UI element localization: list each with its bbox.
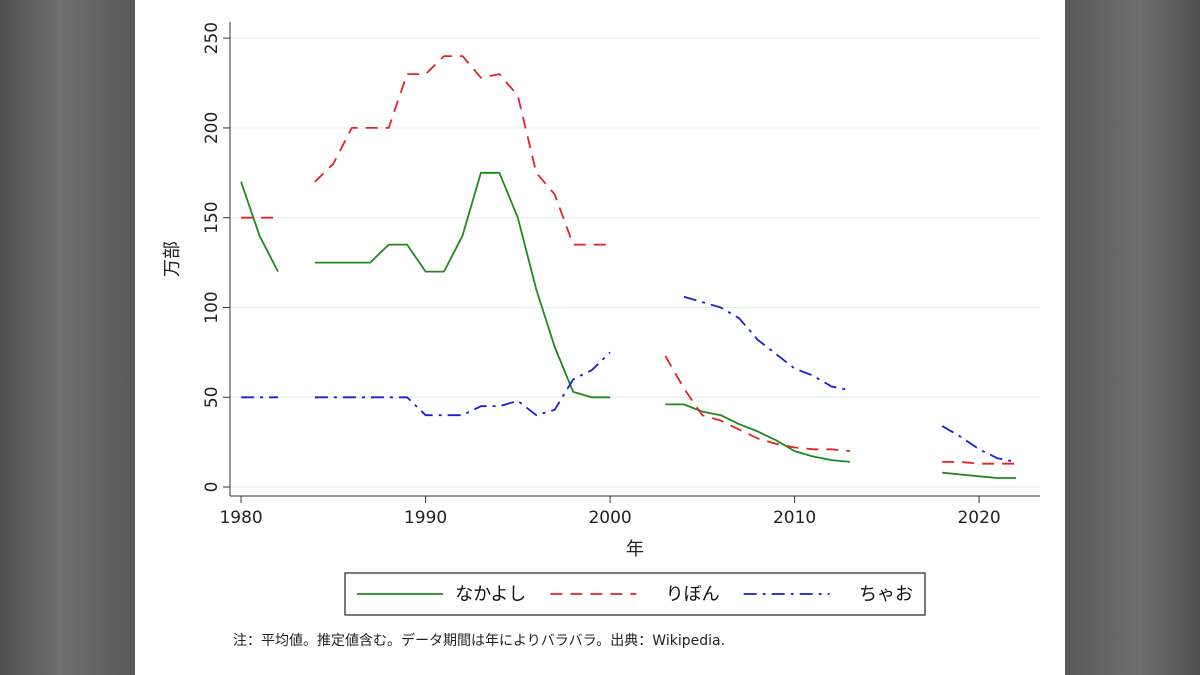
x-axis-title: 年 [626,539,644,560]
series-0-segment-3 [942,471,1016,479]
chart-card: 0 50 100 150 200 250 1980 1990 2000 2010 2020 年 万部… [135,0,1065,675]
legend: なかよし りぼん ちゃお [344,572,926,616]
series-2-segment-3 [941,425,1017,463]
y-tick-label-0: 0 [202,482,222,493]
series-2-segment-1 [314,351,611,417]
x-tick-label-2010: 2010 [773,508,816,528]
series-0-segment-0 [240,181,279,273]
x-tick-label-1980: 1980 [219,508,262,528]
y-tick-label-150: 150 [202,201,222,233]
x-tick-label-2020: 2020 [957,508,1000,528]
y-axis-title: 万部 [162,241,183,277]
legend-label-2: ちゃお [859,584,913,605]
x-tick-label-2000: 2000 [588,508,631,528]
series-1-segment-3 [942,460,1016,465]
gridlines [230,37,1040,488]
line-chart: 0 50 100 150 200 250 1980 1990 2000 2010 2020 年 万部… [162,22,1040,616]
legend-label-1: りぼん [666,584,720,605]
axes: 0 50 100 150 200 250 1980 1990 2000 2010 2020 [202,22,1040,528]
series-lines [240,55,1017,479]
y-tick-label-200: 200 [202,112,222,144]
y-tick-label-50: 50 [202,386,222,408]
legend-label-0: なかよし [455,584,526,605]
series-1-segment-2 [664,355,851,452]
x-tick-label-1990: 1990 [404,508,447,528]
footnote: 注：平均値。推定値含む。データ期間は年によりバラバラ。出典：Wikipedia. [233,633,726,649]
series-1-segment-1 [314,55,611,246]
series-2-segment-2 [683,295,851,391]
y-tick-label-250: 250 [202,22,222,54]
series-0-segment-2 [665,403,851,463]
series-0-segment-1 [314,171,611,399]
y-tick-label-100: 100 [202,291,222,323]
